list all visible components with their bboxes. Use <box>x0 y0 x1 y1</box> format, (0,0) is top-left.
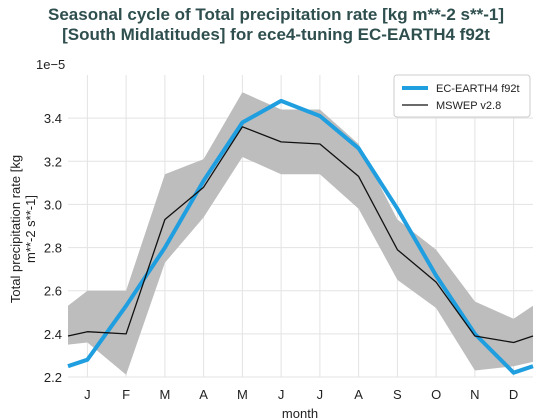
series-line-ec-earth4 <box>67 98 534 375</box>
x-tick-label: S <box>393 387 402 402</box>
y-tick-label: 3.4 <box>44 111 62 126</box>
x-tick-label: A <box>354 387 363 402</box>
x-tick-label: F <box>122 387 130 402</box>
chart-title: Seasonal cycle of Total precipitation ra… <box>48 5 504 24</box>
series-layer <box>67 98 534 375</box>
y-scale-label: 1e−5 <box>36 57 65 72</box>
x-tick-label: J <box>84 387 91 402</box>
y-axis-label-line2: m**-2 s**-1] <box>23 195 38 263</box>
x-tick-label: N <box>470 387 479 402</box>
y-axis-label: Total precipitation rate [kg m**-2 s**-1… <box>8 155 38 303</box>
x-tick-label: J <box>317 387 324 402</box>
legend-label-ec-earth4: EC-EARTH4 f92t <box>436 83 520 95</box>
x-tick-label: D <box>509 387 518 402</box>
x-tick-label: O <box>431 387 441 402</box>
x-axis-label: month <box>282 406 318 420</box>
legend-box <box>393 74 531 118</box>
y-tick-label: 2.8 <box>44 241 62 256</box>
legend: EC-EARTH4 f92t MSWEP v2.8 <box>393 74 531 118</box>
x-tick-label: M <box>237 387 248 402</box>
y-tick-label: 2.2 <box>44 370 62 385</box>
x-tick-label: M <box>159 387 170 402</box>
y-tick-label: 2.4 <box>44 327 62 342</box>
y-axis-label-line1: Total precipitation rate [kg <box>8 155 23 303</box>
chart-subtitle: [South Midlatitudes] for ece4-tuning EC-… <box>62 25 490 44</box>
chart-title-block: Seasonal cycle of Total precipitation ra… <box>0 5 552 45</box>
x-tick-label: J <box>278 387 285 402</box>
series-line-mswep <box>67 126 534 344</box>
y-tick-label: 2.6 <box>44 284 62 299</box>
x-tick-label: A <box>199 387 208 402</box>
y-tick-label: 3.2 <box>44 154 62 169</box>
legend-label-mswep: MSWEP v2.8 <box>436 100 501 112</box>
y-tick-label: 3.0 <box>44 197 62 212</box>
y-tick-labels: 2.2 2.4 2.6 2.8 3.0 3.2 3.4 <box>44 111 62 385</box>
range-band <box>68 92 533 375</box>
